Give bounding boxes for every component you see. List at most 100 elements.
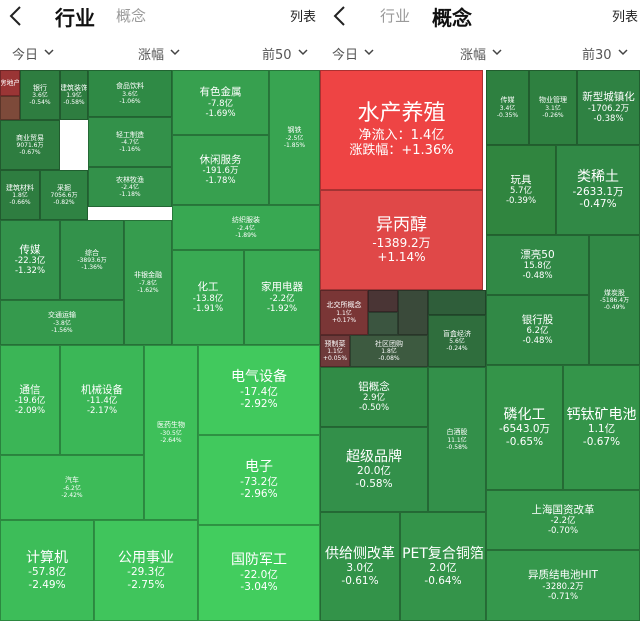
tile-name: 农林牧渔 — [116, 175, 144, 184]
filter[interactable]: 今日 — [332, 48, 359, 63]
tile[interactable]: 建筑装饰 1.9亿 -0.58% — [60, 70, 88, 120]
tile[interactable]: 银行 3.6亿 -0.54% — [20, 70, 60, 120]
tile[interactable]: 类稀土 -2633.1万 -0.47% — [556, 145, 640, 235]
tile[interactable]: 公用事业 -29.3亿 -2.75% — [94, 520, 198, 621]
tile-value: 2.9亿 — [362, 393, 386, 404]
tile[interactable]: 新型城镇化 -1706.2万 -0.38% — [577, 70, 640, 145]
tile[interactable]: 电气设备 -17.4亿 -2.92% — [198, 345, 320, 435]
tile[interactable]: PET复合铜箔 2.0亿 -0.64% — [400, 512, 486, 621]
tile[interactable]: 商业贸易 9071.6万 -0.67% — [0, 120, 60, 170]
tile-name: 建筑装饰 — [60, 83, 88, 92]
tile — [0, 96, 20, 120]
tile[interactable]: 钙钛矿电池 1.1亿 -0.67% — [563, 365, 640, 490]
filter[interactable]: 涨幅 — [460, 48, 487, 63]
tile-value: +0.17% — [331, 316, 357, 324]
tile[interactable]: 食品饮料 3.6亿 -1.06% — [88, 70, 172, 117]
tile[interactable]: 白酒股 11.1亿 -0.58% — [428, 367, 486, 512]
tile[interactable]: 通信 -19.6亿 -2.09% — [0, 345, 60, 455]
tab[interactable]: 概念 — [432, 6, 472, 30]
tile-value: -4.7亿 — [121, 139, 139, 146]
tile[interactable]: 传媒 3.4亿 -0.35% — [486, 70, 529, 145]
tile-value: -0.48% — [522, 336, 553, 347]
tile[interactable]: 传媒 -22.3亿 -1.32% — [0, 220, 60, 300]
tile-value: -0.39% — [505, 196, 537, 207]
tile-value: -29.3亿 — [127, 566, 165, 579]
tile-value: 6.2亿 — [526, 326, 549, 337]
tile[interactable]: 社区团购 1.8亿 -0.08% — [350, 335, 428, 367]
tile[interactable]: 超级品牌 20.0亿 -0.58% — [320, 427, 428, 512]
tile-value: 15.8亿 — [523, 261, 552, 272]
tab[interactable]: 行业 — [380, 7, 411, 25]
tile[interactable]: 轻工制造 -4.7亿 -1.16% — [88, 117, 172, 167]
tile[interactable]: 磷化工 -6543.0万 -0.65% — [486, 365, 563, 490]
tab[interactable]: 行业 — [55, 6, 95, 30]
tab[interactable]: 概念 — [116, 7, 147, 25]
tile[interactable]: 非银金融 -7.8亿 -1.62% — [124, 220, 172, 345]
tile[interactable]: 上海国资改革 -2.2亿 -0.70% — [486, 490, 640, 550]
filter[interactable]: 前50 — [262, 48, 292, 63]
back-button[interactable] — [8, 5, 24, 27]
tile[interactable]: 农林牧渔 -2.4亿 -1.18% — [88, 167, 172, 207]
tile-value: -0.82% — [53, 199, 75, 207]
tile[interactable]: 水产养殖 净流入：1.4亿 涨跌幅：+1.36% — [320, 70, 483, 190]
tile-value: -0.35% — [496, 111, 519, 119]
tile[interactable]: 房地产 — [0, 70, 20, 96]
tile[interactable]: 铝概念 2.9亿 -0.50% — [320, 367, 428, 427]
tile[interactable]: 采掘 7056.6万 -0.82% — [40, 170, 88, 220]
tile[interactable]: 化工 -13.8亿 -1.91% — [172, 250, 244, 345]
tile[interactable]: 汽车 -6.2亿 -2.42% — [0, 455, 144, 520]
tile[interactable]: 电子 -73.2亿 -2.96% — [198, 435, 320, 525]
tile[interactable]: 预制菜 1.1亿 +0.05% — [320, 335, 350, 367]
tile[interactable]: 盲盒经济 5.6亿 -0.24% — [428, 315, 486, 367]
tile-name: 公用事业 — [118, 549, 174, 566]
back-button[interactable] — [332, 5, 348, 27]
tile[interactable]: 钢铁 -2.5亿 -1.85% — [269, 70, 320, 205]
tile[interactable]: 玩具 5.7亿 -0.39% — [486, 145, 556, 235]
tile[interactable]: 供给侧改革 3.0亿 -0.61% — [320, 512, 400, 621]
tile[interactable]: 北交所概念 1.1亿 +0.17% — [320, 290, 368, 335]
tile-value: -0.58% — [446, 443, 468, 451]
tile-value: -2.75% — [127, 578, 165, 591]
tile[interactable]: 交通运输 -3.8亿 -1.56% — [0, 300, 124, 345]
tile[interactable]: 异质结电池HIT -3280.2万 -0.71% — [486, 550, 640, 621]
tile[interactable]: 医药生物 -30.5亿 -2.64% — [144, 345, 198, 520]
tile-value: -191.6万 — [202, 166, 239, 177]
list-button[interactable]: 列表 — [290, 10, 317, 25]
tile — [368, 290, 398, 312]
tile[interactable]: 国防军工 -22.0亿 -3.04% — [198, 525, 320, 621]
tile[interactable]: 纺织服装 -2.4亿 -1.89% — [172, 205, 320, 250]
chevron — [170, 49, 180, 56]
tile-value: 5.6亿 — [449, 338, 465, 345]
tile[interactable]: 综合 -3893.6万 -1.36% — [60, 220, 124, 300]
filter[interactable]: 今日 — [12, 48, 39, 63]
tile-name: 磷化工 — [503, 406, 546, 423]
tile[interactable]: 有色金属 -7.8亿 -1.69% — [172, 70, 269, 135]
tile[interactable]: 休闲服务 -191.6万 -1.78% — [172, 135, 269, 205]
tile-name: 供给侧改革 — [325, 545, 395, 562]
tile-name: 北交所概念 — [326, 301, 362, 310]
filter[interactable]: 涨幅 — [138, 48, 165, 63]
tile-value: -0.38% — [593, 113, 624, 124]
tile[interactable]: 建筑材料 1.8亿 -0.66% — [0, 170, 40, 220]
tile-value: 3.4亿 — [499, 104, 516, 112]
tile[interactable]: 漂亮50 15.8亿 -0.48% — [486, 235, 589, 295]
tile-value: -2.49% — [28, 578, 66, 591]
list-button[interactable]: 列表 — [612, 10, 639, 25]
tile[interactable]: 机械设备 -11.4亿 -2.17% — [60, 345, 144, 455]
tile-name: 商业贸易 — [16, 133, 44, 142]
tile-value: -3.04% — [240, 581, 278, 594]
tile[interactable]: 物业管理 3.1亿 -0.26% — [529, 70, 577, 145]
tile-name: 盲盒经济 — [443, 329, 471, 338]
tile[interactable]: 家用电器 -2.2亿 -1.92% — [244, 250, 320, 345]
tile-name: 超级品牌 — [346, 448, 402, 465]
tile-value: -2.17% — [86, 406, 118, 417]
filter[interactable]: 前30 — [582, 48, 612, 63]
tile — [398, 290, 428, 335]
tile[interactable]: 计算机 -57.8亿 -2.49% — [0, 520, 94, 621]
tile-value: 3.6亿 — [32, 92, 48, 99]
tile[interactable]: 异丙醇 -1389.2万 +1.14% — [320, 190, 483, 290]
tile[interactable]: 煤炭股 -5186.4万 -0.49% — [589, 235, 640, 365]
tile-value: -2.42% — [61, 491, 83, 499]
tile[interactable]: 银行股 6.2亿 -0.48% — [486, 295, 589, 365]
